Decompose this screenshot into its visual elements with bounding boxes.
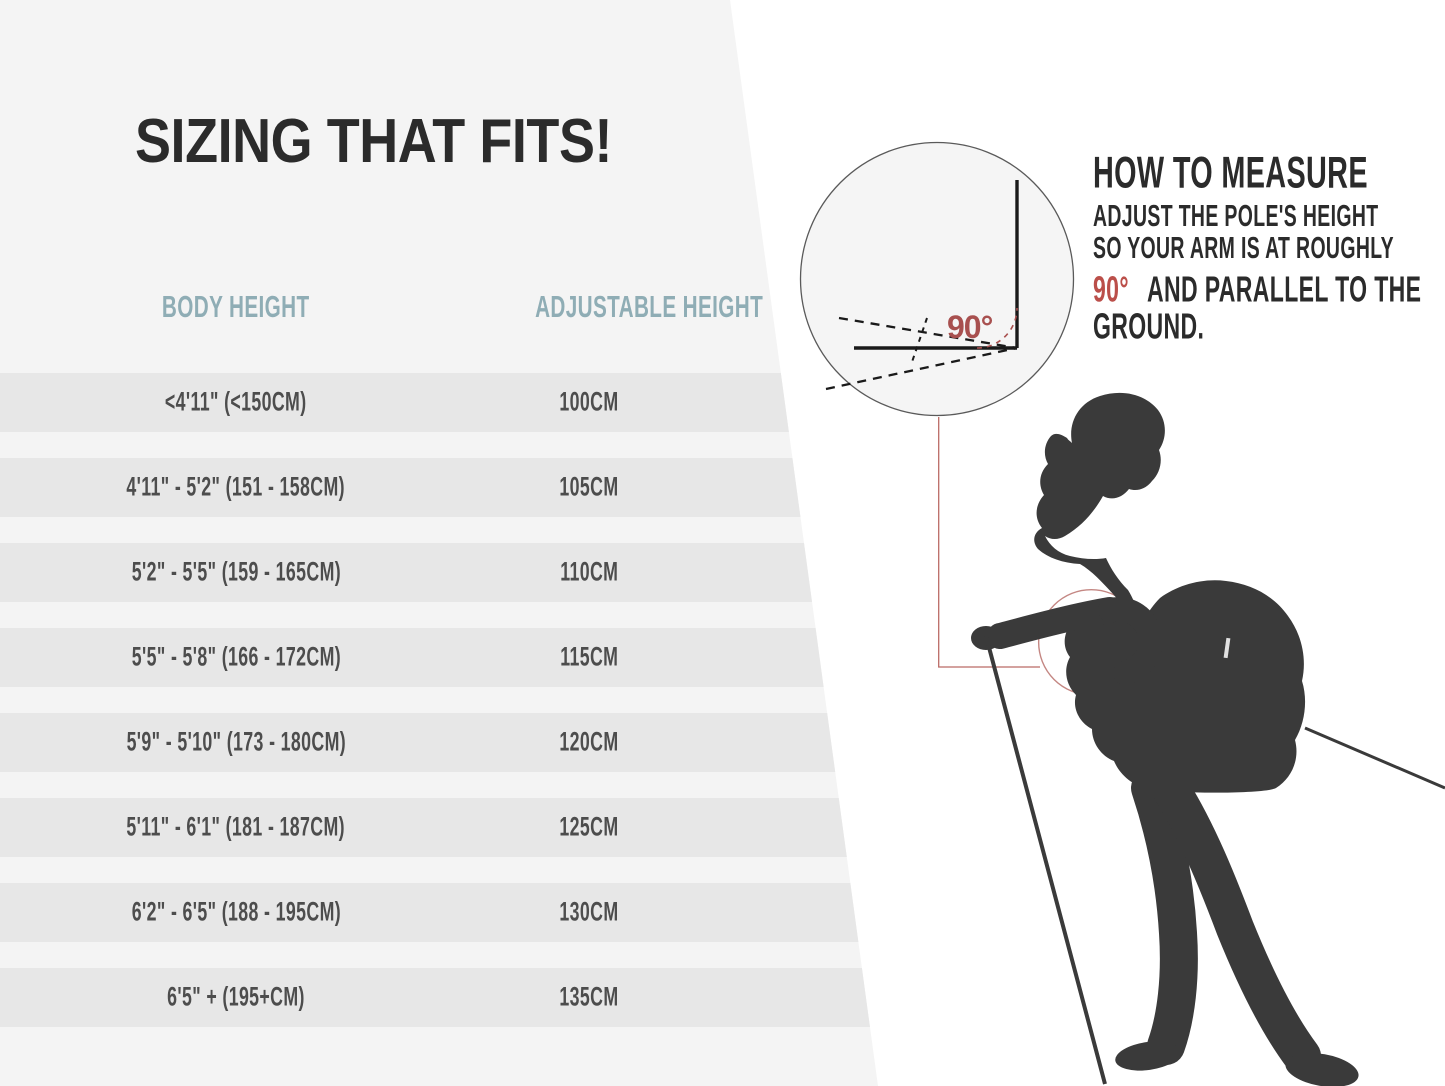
svg-text:90°: 90° (947, 309, 993, 345)
